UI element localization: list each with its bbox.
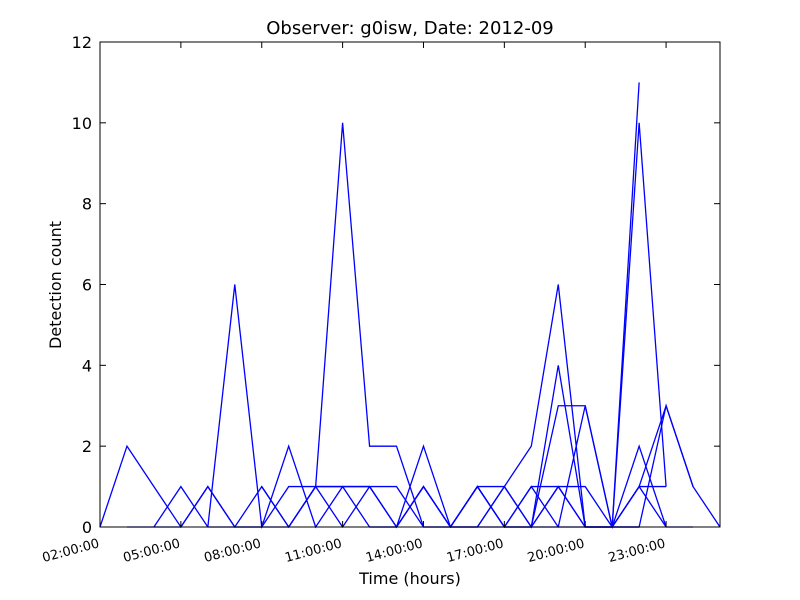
y-tick-label-6: 12 — [72, 33, 92, 52]
x-tick-label-3: 11:00:00 — [283, 536, 343, 566]
plot-frame — [99, 41, 721, 528]
y-tick-label-5: 10 — [72, 114, 92, 133]
x-tick-label-6: 20:00:00 — [526, 536, 586, 566]
series-line-3 — [153, 365, 667, 529]
y-axis-label: Detection count — [46, 221, 65, 349]
y-tick-label-4: 8 — [82, 195, 92, 214]
y-tick-label-2: 4 — [82, 356, 92, 375]
y-tick-label-3: 6 — [82, 276, 92, 295]
series-line-6 — [369, 284, 694, 528]
x-tick-label-1: 05:00:00 — [122, 536, 182, 566]
y-tick-label-1: 2 — [82, 437, 92, 456]
x-tick-label-5: 17:00:00 — [445, 536, 505, 566]
x-tick-label-7: 23:00:00 — [607, 536, 667, 566]
x-tick-label-2: 08:00:00 — [202, 536, 262, 566]
x-axis-label: Time (hours) — [358, 569, 461, 588]
x-tick-label-0: 02:00:00 — [41, 536, 101, 566]
chart-title: Observer: g0isw, Date: 2012-09 — [266, 18, 553, 39]
x-tick-label-4: 14:00:00 — [364, 536, 424, 566]
y-tick-label-0: 0 — [82, 518, 92, 537]
series-line-5 — [261, 122, 667, 529]
series-layer — [99, 82, 721, 529]
